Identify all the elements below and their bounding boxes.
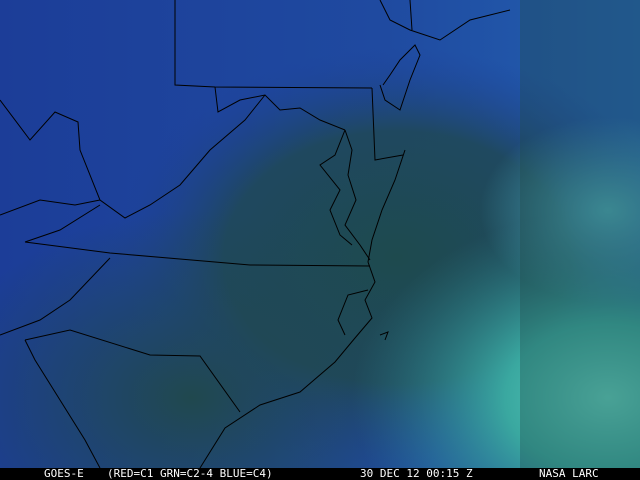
pamlico-sound <box>337 289 369 336</box>
wv-border <box>0 94 266 219</box>
cape-hatteras <box>379 331 389 341</box>
atlantic-coast <box>199 149 406 468</box>
image-caption-bar: GOES-E (RED=C1 GRN=C2-4 BLUE=C4) 30 DEC … <box>0 468 640 480</box>
de-border <box>371 87 404 161</box>
ny-border <box>409 0 413 31</box>
va-ky-border <box>24 204 101 243</box>
state-borders <box>0 0 511 468</box>
nc-tn-border <box>0 257 111 336</box>
low-cloud-region <box>0 0 640 468</box>
nj-coast <box>379 44 421 111</box>
nc-sc-border <box>24 329 241 413</box>
wv-ky-border <box>0 199 101 216</box>
pa-border <box>174 0 373 89</box>
datetime-label: 30 DEC 12 00:15 Z <box>360 467 473 480</box>
satellite-image <box>0 0 640 468</box>
satellite-label: GOES-E <box>44 467 84 480</box>
va-nc-border <box>24 241 371 267</box>
nj-ny-border <box>379 0 511 41</box>
sc-ga-border <box>24 339 101 468</box>
ocean-cloud <box>520 0 640 468</box>
chesapeake-west <box>319 129 353 246</box>
md-wv-border <box>214 86 346 131</box>
channel-label: (RED=C1 GRN=C2-4 BLUE=C4) <box>107 467 273 480</box>
source-label: NASA LARC <box>539 467 599 480</box>
chesapeake-bay <box>344 129 371 261</box>
